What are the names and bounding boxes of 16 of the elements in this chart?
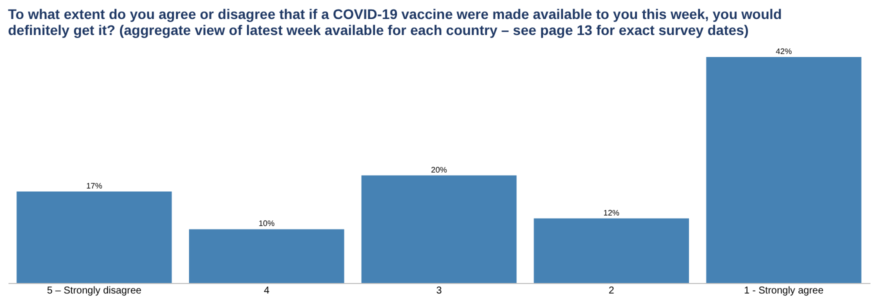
data-label: 17% (86, 182, 102, 191)
x-tick-label: 4 (264, 286, 270, 296)
x-tick-label: 1 - Strongly agree (744, 286, 824, 296)
x-tick-label: 5 – Strongly disagree (46, 286, 142, 296)
data-label: 20% (430, 165, 448, 174)
x-tick-label: 2 (608, 286, 615, 296)
bar (16, 192, 172, 283)
data-label: 42% (776, 47, 792, 56)
data-label: 12% (603, 208, 620, 218)
data-label: 10% (258, 219, 275, 228)
bar (706, 57, 862, 283)
bar (534, 218, 689, 283)
bar (361, 175, 517, 283)
bar (189, 229, 344, 283)
x-tick-label: 3 (436, 286, 442, 296)
chart-title: To what extent do you agree or disagree that if a COVID-19 vaccine were made available to you this week, you would definitely get it? (aggregate view of latest week available for each country – see page 13 for exact survey dates) (8, 6, 782, 38)
